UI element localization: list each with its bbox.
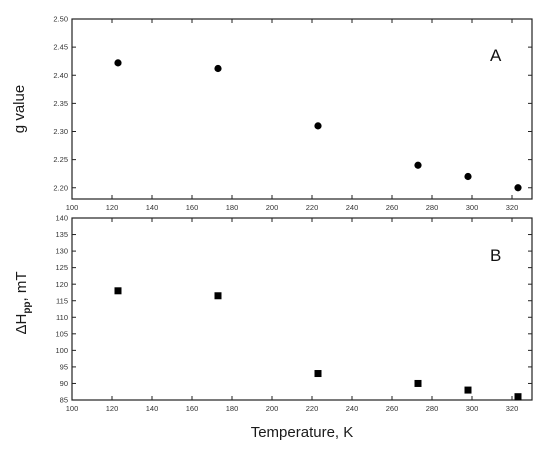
data-point bbox=[464, 172, 472, 181]
panel-a-frame bbox=[71, 18, 533, 200]
panel-a-data-points bbox=[114, 59, 522, 192]
panel-b-data-points bbox=[114, 287, 522, 401]
panel-b-label: B bbox=[490, 246, 501, 265]
y-tick-label: 2.45 bbox=[53, 43, 68, 52]
x-tick-label: 140 bbox=[146, 404, 159, 413]
x-tick-label: 180 bbox=[226, 404, 239, 413]
x-tick-label: 160 bbox=[186, 203, 199, 212]
x-tick-label: 120 bbox=[106, 203, 119, 212]
panel-b-y-axis-title-rest: , mT bbox=[13, 271, 30, 301]
y-tick-label: 115 bbox=[56, 296, 68, 305]
y-tick-label: 2.40 bbox=[53, 71, 68, 80]
panel-b-y-axis-title-main: ΔH bbox=[13, 314, 30, 335]
x-tick-label: 180 bbox=[226, 203, 239, 212]
panel-a-x-tick-labels: 100 120 140 160 180 200 220 240 260 280 300 320 bbox=[66, 203, 519, 212]
panel-b-y-axis-title: ΔHpp, mT bbox=[13, 271, 33, 334]
data-point bbox=[114, 287, 122, 295]
x-tick-label: 140 bbox=[146, 203, 159, 212]
y-tick-label: 90 bbox=[60, 379, 68, 388]
panel-a-label: A bbox=[490, 46, 502, 65]
x-tick-label: 280 bbox=[426, 404, 439, 413]
panel-b-y-axis-title-sub: pp bbox=[22, 301, 33, 313]
panel-a-ticks bbox=[71, 18, 532, 199]
y-tick-label: 2.20 bbox=[53, 183, 68, 192]
panel-b-ticks bbox=[71, 217, 532, 401]
y-tick-label: 2.50 bbox=[53, 15, 68, 24]
data-point bbox=[214, 292, 222, 300]
x-tick-label: 220 bbox=[306, 203, 319, 212]
y-tick-label: 130 bbox=[55, 247, 68, 256]
data-point bbox=[514, 393, 522, 401]
x-tick-label: 300 bbox=[466, 203, 479, 212]
x-tick-label: 100 bbox=[66, 203, 79, 212]
data-point bbox=[414, 161, 422, 169]
panel-b-frame bbox=[71, 217, 533, 401]
y-tick-label: 125 bbox=[55, 263, 68, 272]
y-tick-label: 95 bbox=[60, 363, 68, 372]
data-point bbox=[414, 379, 422, 387]
x-tick-label: 160 bbox=[186, 404, 199, 413]
y-tick-label: 110 bbox=[56, 313, 68, 322]
y-tick-label: 2.35 bbox=[53, 99, 68, 108]
x-tick-label: 320 bbox=[506, 404, 519, 413]
data-point bbox=[214, 64, 222, 73]
panel-a: 100 120 140 160 180 200 220 240 260 280 300 320 2.2… bbox=[11, 15, 533, 212]
x-tick-label: 260 bbox=[386, 404, 399, 413]
y-tick-label: 140 bbox=[55, 214, 68, 223]
panel-b-y-tick-labels: 85 90 95 100 105 110 115 120 125 130 135 140 bbox=[55, 214, 68, 405]
panel-b-x-tick-labels: 100 120 140 160 180 200 220 240 260 280 300 320 bbox=[66, 404, 519, 413]
x-tick-label: 300 bbox=[466, 404, 479, 413]
x-tick-label: 260 bbox=[386, 203, 399, 212]
data-point bbox=[514, 184, 522, 192]
x-tick-label: 100 bbox=[66, 404, 79, 413]
panel-a-y-axis-title: g value bbox=[11, 85, 28, 133]
x-tick-label: 280 bbox=[426, 203, 439, 212]
x-tick-label: 320 bbox=[506, 203, 519, 212]
y-tick-label: 135 bbox=[55, 230, 68, 239]
x-tick-label: 220 bbox=[306, 404, 319, 413]
y-tick-label: 2.25 bbox=[53, 155, 68, 164]
y-tick-label: 120 bbox=[55, 280, 68, 289]
data-point bbox=[464, 386, 472, 394]
panel-a-y-tick-labels: 2.20 2.25 2.30 2.35 2.40 2.45 2.50 bbox=[53, 15, 68, 193]
data-point bbox=[114, 59, 122, 67]
y-tick-label: 85 bbox=[60, 396, 68, 405]
x-axis-title: Temperature, K bbox=[251, 424, 354, 441]
panel-b: 100 120 140 160 180 200 220 240 260 280 300 320 85 9… bbox=[13, 214, 533, 441]
x-tick-label: 240 bbox=[346, 203, 359, 212]
x-tick-label: 200 bbox=[266, 203, 279, 212]
y-tick-label: 2.30 bbox=[53, 127, 68, 136]
y-tick-label: 100 bbox=[55, 346, 68, 355]
y-tick-label: 105 bbox=[55, 329, 68, 338]
data-point bbox=[314, 122, 322, 130]
x-tick-label: 240 bbox=[346, 404, 359, 413]
x-tick-label: 200 bbox=[266, 404, 279, 413]
data-point bbox=[314, 370, 322, 378]
x-tick-label: 120 bbox=[106, 404, 119, 413]
